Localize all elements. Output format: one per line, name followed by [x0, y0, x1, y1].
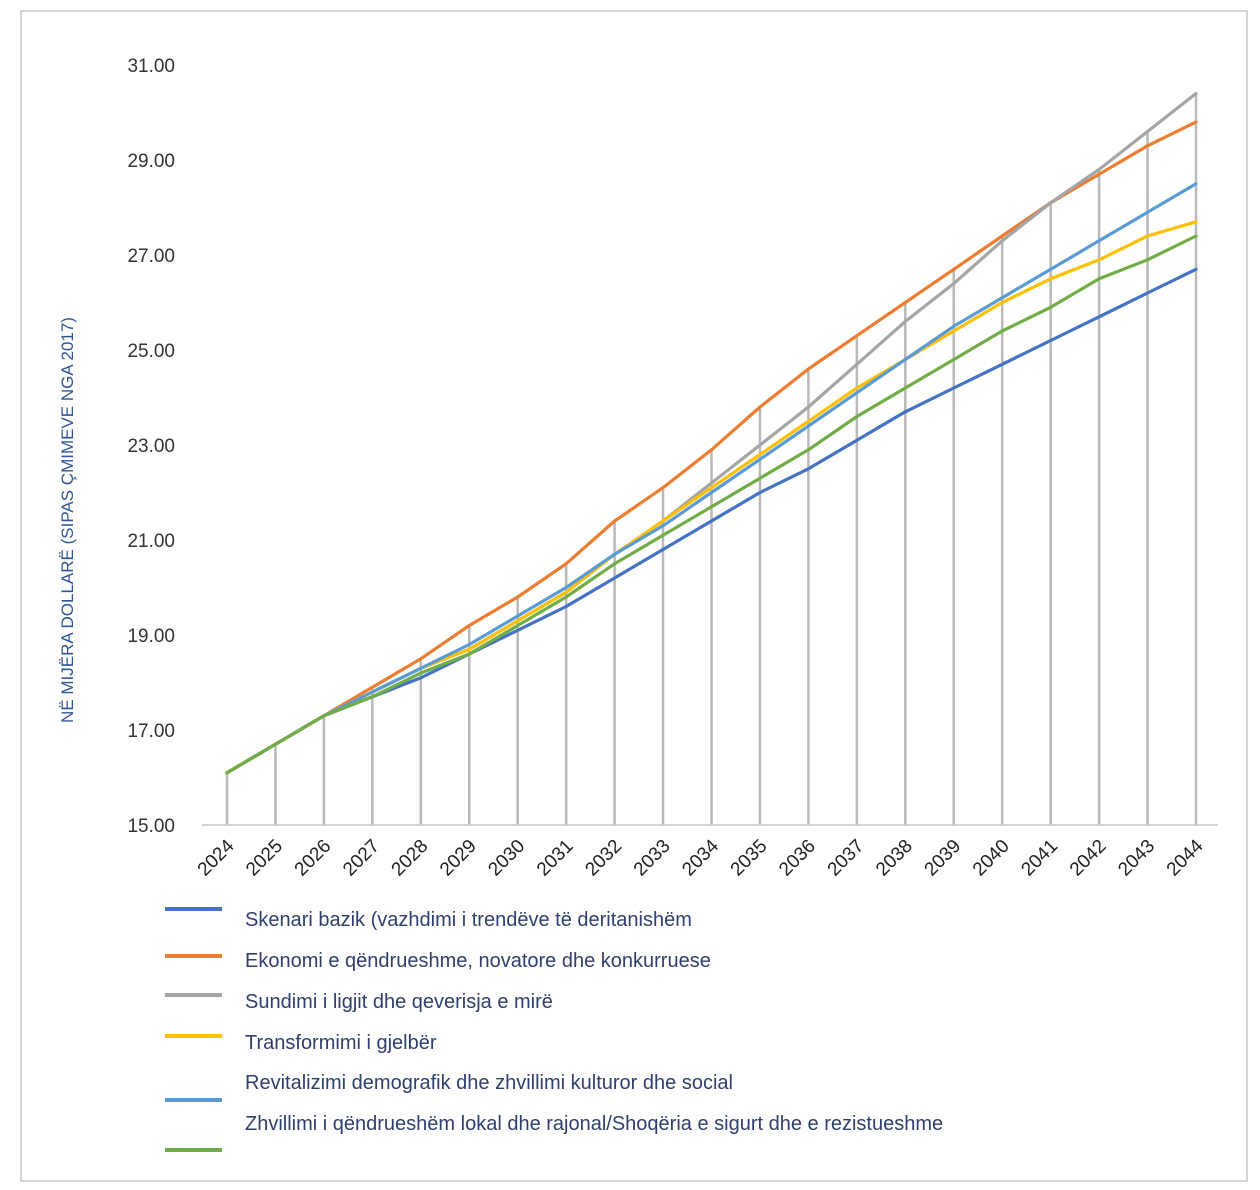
y-tick-label: 17.00 — [127, 721, 175, 742]
x-tick-label: 2029 — [436, 836, 481, 881]
x-tick-label: 2026 — [291, 836, 336, 881]
y-axis-title: NË MIJËRA DOLLARË (SIPAS ÇMIMEVE NGA 201… — [58, 317, 77, 723]
y-tick-label: 31.00 — [127, 56, 175, 77]
y-tick-label: 29.00 — [127, 151, 175, 172]
x-tick-label: 2024 — [194, 835, 239, 880]
series-line-6 — [225, 234, 1198, 775]
legend: Skenari bazik (vazhdimi i trendëve të de… — [165, 907, 943, 1152]
x-tick-label: 2039 — [921, 836, 966, 881]
x-tick-label: 2036 — [775, 836, 820, 881]
x-axis: 2024 2025 2026 2027 2028 2029 2030 2031 2032 2033… — [194, 824, 1218, 881]
series-line-5 — [225, 182, 1198, 775]
legend-label: Ekonomi e qëndrueshme, novatore dhe konk… — [245, 950, 711, 972]
x-tick-label: 2030 — [484, 836, 529, 881]
x-tick-label: 2032 — [581, 836, 626, 881]
y-tick-label: 25.00 — [127, 341, 175, 362]
chart-frame — [20, 10, 1248, 1182]
legend-label: Transformimi i gjelbër — [245, 1032, 437, 1054]
y-tick-label: 19.00 — [127, 626, 175, 647]
x-tick-label: 2037 — [824, 836, 869, 881]
y-tick-label: 15.00 — [127, 816, 175, 837]
gridlines — [225, 93, 1198, 825]
y-tick-label: 27.00 — [127, 246, 175, 267]
x-tick-label: 2031 — [533, 836, 578, 881]
x-tick-label: 2038 — [872, 836, 917, 881]
x-tick-label: 2035 — [727, 836, 772, 881]
x-tick-label: 2034 — [678, 835, 723, 880]
x-tick-label: 2040 — [969, 836, 1014, 881]
x-tick-label: 2025 — [242, 836, 287, 881]
legend-label: Revitalizimi demografik dhe zhvillimi ku… — [245, 1072, 733, 1094]
x-tick-label: 2028 — [388, 836, 433, 881]
y-tick-label: 21.00 — [127, 531, 175, 552]
x-tick-label: 2044 — [1163, 835, 1208, 880]
x-tick-label: 2033 — [630, 836, 675, 881]
y-tick-label: 23.00 — [127, 436, 175, 457]
x-tick-label: 2041 — [1017, 836, 1062, 881]
x-tick-label: 2043 — [1114, 836, 1159, 881]
y-axis: 15.00 17.00 19.00 21.00 23.00 25.00 27.00 29.00… — [127, 56, 175, 837]
x-tick-label: 2042 — [1066, 836, 1111, 881]
x-tick-label: 2027 — [339, 836, 384, 881]
series-lines — [225, 91, 1198, 775]
legend-label: Zhvillimi i qëndrueshëm lokal dhe rajona… — [245, 1113, 943, 1135]
legend-label: Skenari bazik (vazhdimi i trendëve të de… — [245, 909, 692, 931]
legend-label: Sundimi i ligjit dhe qeverisja e mirë — [245, 991, 553, 1013]
